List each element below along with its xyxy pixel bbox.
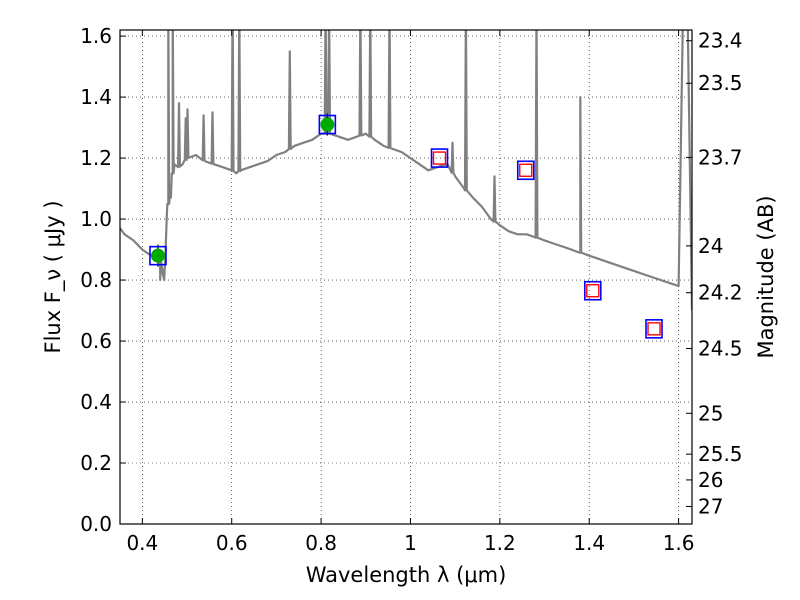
mag-tick-label: 27	[698, 494, 723, 518]
y-axis-label: Flux F_ν ( μJy )	[41, 200, 66, 353]
mag-tick-label: 25	[698, 401, 723, 425]
y-tick-label: 1.6	[80, 24, 112, 48]
model-point	[647, 322, 661, 336]
photometry-points	[149, 113, 663, 339]
photometry-box	[645, 319, 663, 339]
y-tick-label: 1.2	[80, 146, 112, 170]
y-tick-label: 0.6	[80, 329, 112, 353]
y-tick-label: 0.4	[80, 390, 112, 414]
photometry-box	[516, 160, 535, 181]
plot-background	[120, 30, 692, 524]
model-point	[519, 163, 533, 177]
mag-tick-label: 23.4	[698, 29, 743, 53]
x-tick-label: 1.4	[573, 531, 605, 555]
y-tick-label: 1.4	[80, 85, 112, 109]
x-tick-label: 0.8	[305, 531, 337, 555]
x-axis-ticks: 0.4 0.6 0.8 1 1.2 1.4 1.6	[126, 30, 695, 555]
model-point	[586, 284, 600, 298]
photometry-box	[318, 114, 337, 135]
x-tick-label: 0.6	[216, 531, 248, 555]
x-axis-label: Wavelength λ (μm)	[306, 563, 507, 587]
mag-tick-label: 23.7	[698, 145, 743, 169]
photometry-box	[583, 280, 602, 301]
y-tick-label: 0.2	[80, 451, 112, 475]
mag-tick-label: 26	[698, 468, 723, 492]
y-tick-label: 0.8	[80, 268, 112, 292]
photometry-box	[149, 245, 167, 266]
detected-point	[150, 248, 165, 263]
y-tick-label: 1.0	[80, 207, 112, 231]
mag-tick-label: 24.5	[698, 337, 743, 361]
mag-tick-label: 25.5	[698, 442, 743, 466]
mag-tick-label: 24	[698, 234, 723, 258]
x-tick-label: 1.2	[484, 531, 516, 555]
y-axis-ticks: 0.0 0.2 0.4 0.6 0.8 1.0 1.2 1.4 1.6	[80, 24, 126, 536]
mag-tick-label: 24.2	[698, 281, 743, 305]
detected-point	[320, 117, 335, 132]
mag-tick-label: 23.5	[698, 71, 743, 95]
x-tick-label: 1	[404, 531, 417, 555]
plot-frame	[119, 29, 693, 525]
photometry-box	[430, 148, 449, 168]
x-tick-label: 0.4	[126, 531, 158, 555]
y-tick-label: 0.0	[80, 512, 112, 536]
magnitude-axis-label: Magnitude (AB)	[754, 195, 778, 358]
x-tick-label: 1.6	[663, 531, 695, 555]
model-point	[432, 151, 447, 165]
